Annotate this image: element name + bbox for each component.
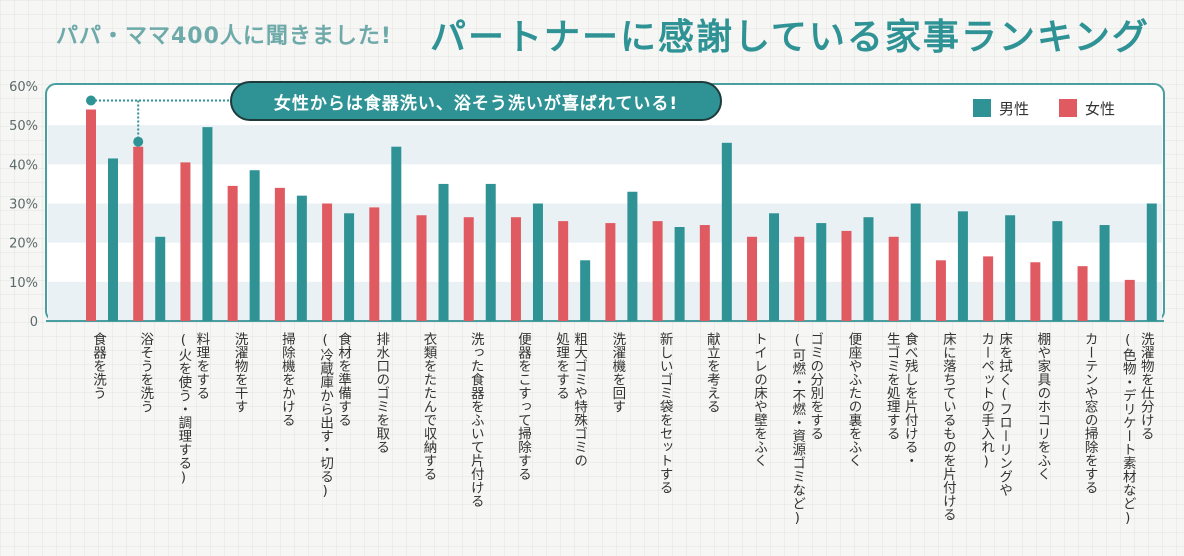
category-label: 粗大ゴミや特殊ゴミの bbox=[571, 332, 588, 468]
category-label: (冷蔵庫から出す・切る) bbox=[317, 332, 334, 499]
bar-male bbox=[910, 203, 921, 321]
bar-female bbox=[227, 185, 238, 321]
bar-male bbox=[816, 223, 827, 321]
category-label: 食器を洗う bbox=[90, 331, 107, 400]
bar-male bbox=[108, 158, 118, 321]
legend-item-female: 女性 bbox=[1059, 98, 1115, 119]
category-label: (火を使う・調理する) bbox=[175, 332, 192, 486]
category-label: 食材を準備する bbox=[335, 331, 352, 427]
bar-male bbox=[1146, 203, 1157, 321]
bar-male bbox=[957, 211, 968, 321]
category-label: 便座やふたの裏をふく bbox=[845, 332, 862, 467]
category-label: 排水口のゴミを取る bbox=[373, 332, 390, 454]
y-tick-label: 60% bbox=[9, 80, 38, 95]
bar-male bbox=[769, 213, 780, 321]
category-label: ゴミの分別をする bbox=[807, 332, 824, 440]
bar-male bbox=[627, 191, 638, 321]
bar-male bbox=[155, 236, 166, 321]
bar-female bbox=[1077, 266, 1088, 321]
y-tick-label: 10% bbox=[9, 276, 38, 291]
chart-subtitle: パパ・ママ400人に聞きました! bbox=[56, 24, 392, 49]
category-label: 新しいゴミ袋をセットする bbox=[657, 332, 674, 494]
category-label: 棚や家具のホコリをふく bbox=[1034, 332, 1051, 481]
bar-female bbox=[86, 109, 96, 321]
grid-band bbox=[48, 125, 1162, 165]
bar-female bbox=[652, 221, 663, 321]
bar-female bbox=[747, 236, 758, 321]
bar-male bbox=[1052, 221, 1063, 321]
legend-label-male: 男性 bbox=[999, 99, 1030, 118]
bar-female bbox=[463, 217, 474, 321]
bar-male bbox=[249, 170, 260, 321]
y-tick-label: 30% bbox=[9, 198, 38, 213]
bar-female bbox=[416, 215, 427, 321]
bar-female bbox=[369, 207, 380, 321]
category-label: 浴そうを洗う bbox=[137, 332, 154, 414]
category-label: 献立を考える bbox=[704, 332, 721, 413]
bar-male bbox=[1005, 215, 1016, 321]
bar-male bbox=[580, 260, 591, 321]
category-label: 床に落ちているものを片付ける bbox=[940, 332, 957, 521]
y-tick-label: 20% bbox=[9, 237, 38, 252]
chart-title: パートナーに感謝している家事ランキング bbox=[430, 17, 1150, 58]
callout-box: 女性からは食器洗い、浴そう洗いが喜ばれている! bbox=[230, 81, 722, 121]
bar-female bbox=[1030, 262, 1041, 321]
bar-male bbox=[674, 227, 685, 321]
category-label: 洗濯機を回す bbox=[609, 332, 626, 414]
bar-male bbox=[202, 127, 213, 321]
bar-male bbox=[1099, 225, 1110, 321]
grid-band bbox=[48, 203, 1162, 243]
category-label: (可燃・不燃・資源ゴミなど) bbox=[789, 332, 806, 526]
bar-female bbox=[133, 146, 144, 321]
legend-swatch-male bbox=[973, 99, 991, 117]
category-label: カーテンや窓の掃除をする bbox=[1082, 332, 1099, 494]
bar-female bbox=[322, 203, 333, 321]
bar-male bbox=[438, 183, 449, 321]
y-tick-label: 0 bbox=[30, 315, 38, 330]
category-label: (色物・デリケート素材など) bbox=[1120, 332, 1137, 526]
legend-label-female: 女性 bbox=[1085, 99, 1116, 118]
y-tick-label: 50% bbox=[9, 119, 38, 134]
bar-female bbox=[888, 236, 899, 321]
bar-male bbox=[721, 142, 732, 321]
category-label: 掃除機をかける bbox=[279, 331, 296, 427]
category-label: 衣類をたたんで収納する bbox=[421, 332, 438, 481]
bar-female bbox=[983, 256, 994, 321]
category-label: 洗濯物を仕分ける bbox=[1138, 332, 1155, 440]
bar-female bbox=[841, 230, 852, 321]
bar-female bbox=[1124, 279, 1135, 321]
category-label: 床を拭く(フローリングや bbox=[996, 332, 1013, 497]
bar-female bbox=[180, 162, 191, 321]
legend-swatch-female bbox=[1059, 99, 1078, 117]
bar-female bbox=[699, 225, 710, 321]
bar-male bbox=[485, 183, 496, 321]
bar-female bbox=[510, 217, 521, 321]
category-label: 便器をこすって掃除する bbox=[515, 332, 532, 481]
category-label: トイレの床や壁をふく bbox=[751, 332, 768, 467]
bar-female bbox=[794, 236, 805, 321]
category-label: 洗濯物を干す bbox=[232, 332, 249, 414]
bar-female bbox=[274, 187, 285, 321]
category-label: 生ゴミを処理する bbox=[884, 332, 901, 440]
bar-female bbox=[935, 260, 946, 321]
category-label: 食べ残しを片付ける・ bbox=[902, 331, 919, 467]
bar-female bbox=[558, 221, 569, 321]
category-label: 洗った食器をふいて片付ける bbox=[468, 332, 485, 508]
bar-male bbox=[344, 213, 355, 321]
grid-band bbox=[48, 281, 1162, 321]
category-label: 処理をする bbox=[553, 332, 570, 400]
bar-male bbox=[296, 195, 307, 321]
bar-male bbox=[532, 203, 543, 321]
y-tick-label: 40% bbox=[9, 158, 38, 173]
category-label: カーペットの手入れ) bbox=[978, 332, 995, 470]
bar-female bbox=[605, 223, 616, 321]
category-label: 料理をする bbox=[193, 332, 210, 400]
legend: 男性 女性 bbox=[973, 96, 1148, 120]
header: パパ・ママ400人に聞きました! パートナーに感謝している家事ランキング bbox=[0, 0, 1184, 60]
bar-male bbox=[863, 217, 874, 321]
bar-male bbox=[391, 146, 402, 321]
legend-item-male: 男性 bbox=[973, 98, 1029, 119]
